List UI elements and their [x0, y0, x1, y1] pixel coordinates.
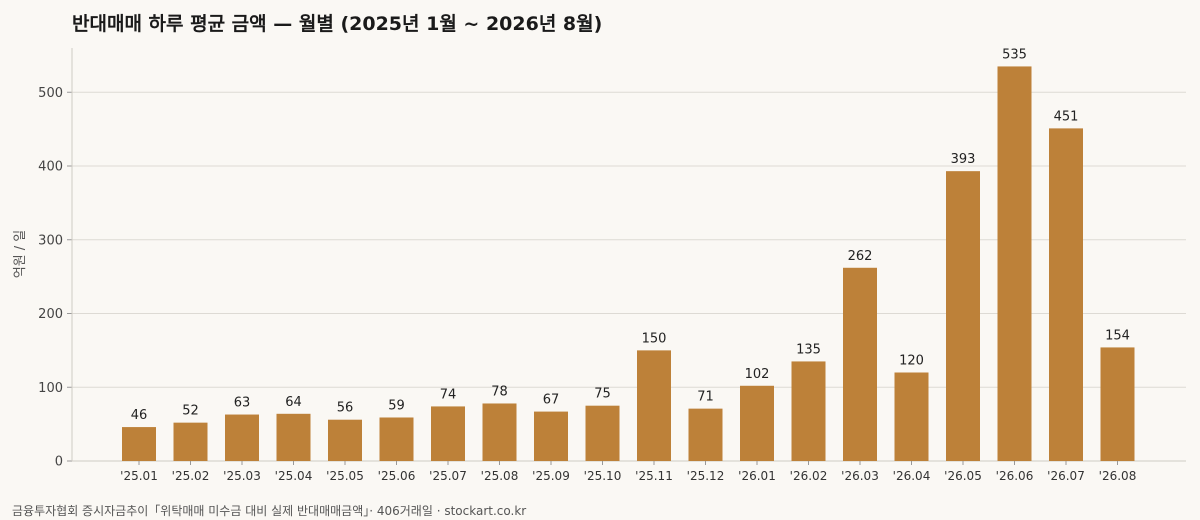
x-tick-label: '25.01 [120, 469, 158, 483]
x-tick-label: '25.09 [532, 469, 570, 483]
x-tick-label: '26.06 [996, 469, 1034, 483]
bar [1049, 128, 1083, 461]
x-tick-label: '25.02 [172, 469, 210, 483]
x-tick-label: '26.05 [944, 469, 982, 483]
data-label: 154 [1105, 328, 1130, 343]
x-tick-label: '25.10 [584, 469, 622, 483]
x-tick-label: '26.07 [1047, 469, 1085, 483]
x-tick-label: '25.05 [326, 469, 364, 483]
bar [276, 413, 311, 461]
x-tick-label: '26.01 [738, 469, 776, 483]
bar [791, 361, 826, 461]
data-label: 74 [440, 387, 457, 402]
data-label: 78 [491, 384, 508, 399]
data-label: 120 [899, 354, 924, 369]
data-label: 135 [796, 342, 821, 357]
x-tick-label: '26.04 [893, 469, 931, 483]
data-label: 150 [642, 331, 667, 346]
x-tick-label: '25.03 [223, 469, 261, 483]
data-labels: 46 52 63 64 56 59 74 78 67 75 150 71 102 135 262 120 393… [131, 47, 1130, 423]
bar [740, 385, 774, 461]
data-label: 451 [1054, 109, 1079, 124]
category-labels: '25.01 '25.02 '25.03 '25.04 '25.05 '25.06 '25.… [120, 469, 1136, 483]
bar [894, 372, 929, 461]
data-label: 75 [594, 387, 611, 402]
x-tick-label: '26.02 [790, 469, 828, 483]
x-tick-label: '25.11 [635, 469, 673, 483]
data-label: 71 [697, 390, 714, 405]
y-tick-label: 0 [55, 455, 63, 470]
bars [122, 66, 1135, 461]
x-tick-label: '25.12 [687, 469, 725, 483]
x-tick-label: '25.08 [481, 469, 519, 483]
x-tick-label: '25.07 [429, 469, 467, 483]
data-label: 64 [285, 395, 302, 410]
y-tick-label: 200 [38, 307, 63, 322]
bar [585, 405, 620, 461]
data-label: 46 [131, 408, 148, 423]
x-tick-label: '25.06 [378, 469, 416, 483]
bar [122, 427, 156, 461]
bar [431, 406, 465, 461]
data-label: 535 [1002, 47, 1027, 62]
source-note: 금융투자협회 증시자금추이「위탁매매 미수금 대비 실제 반대매매금액」· 40… [12, 504, 527, 518]
y-tick-label: 100 [38, 381, 63, 396]
y-tick-label: 300 [38, 233, 63, 248]
y-axis-title: 억원 / 일 [13, 230, 28, 279]
y-tick-label: 500 [38, 86, 63, 101]
data-label: 393 [951, 152, 976, 167]
bar [688, 408, 723, 461]
bar [1100, 347, 1135, 461]
chart-title: 반대매매 하루 평균 금액 — 월별 (2025년 1월 ~ 2026년 8월) [72, 13, 603, 35]
bar [534, 411, 568, 461]
data-label: 67 [543, 393, 560, 408]
y-tick-labels: 0 100 200 300 400 500 [38, 86, 63, 470]
bar [637, 350, 671, 461]
bar [997, 66, 1032, 461]
bar [379, 417, 414, 461]
x-tick-label: '25.04 [275, 469, 313, 483]
data-label: 59 [388, 398, 405, 413]
x-tick-label: '26.03 [841, 469, 879, 483]
bar [843, 267, 877, 461]
bar [225, 414, 259, 461]
data-label: 56 [337, 401, 354, 416]
bar [173, 422, 208, 461]
data-label: 102 [745, 367, 770, 382]
bar [946, 171, 980, 461]
data-label: 63 [234, 396, 251, 411]
x-tick-label: '26.08 [1099, 469, 1137, 483]
y-tick-label: 400 [38, 160, 63, 175]
bar [328, 419, 362, 461]
data-label: 262 [848, 249, 873, 264]
bar [482, 403, 517, 461]
data-label: 52 [182, 404, 199, 419]
